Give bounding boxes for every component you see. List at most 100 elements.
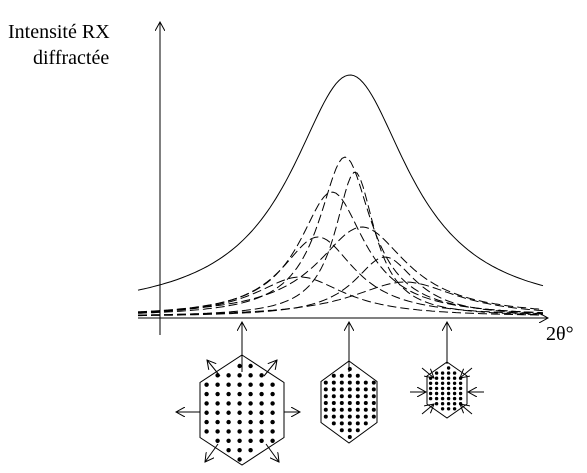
y-label: diffractée (33, 47, 109, 69)
atom (347, 435, 352, 439)
atom (355, 401, 360, 405)
atom (347, 394, 352, 399)
atom (355, 428, 360, 433)
atom (355, 387, 360, 392)
atom (323, 414, 328, 419)
atom (204, 382, 209, 387)
atom (339, 401, 344, 405)
atom (440, 386, 445, 391)
atom (215, 438, 220, 443)
atom (248, 391, 253, 397)
y-label: Intensité RX (8, 21, 110, 43)
atom (248, 438, 253, 443)
atom (331, 421, 336, 426)
atom (452, 381, 457, 385)
atom (339, 387, 344, 392)
atom (259, 438, 264, 443)
atom (371, 407, 376, 412)
strain-arrow (460, 367, 473, 378)
component-peak (137, 156, 544, 314)
atom (270, 419, 275, 425)
atom (363, 414, 368, 419)
atom (339, 414, 344, 419)
atom (347, 407, 352, 412)
atom (215, 382, 220, 387)
atom (204, 429, 209, 434)
component-peak (138, 256, 544, 317)
atom (339, 421, 344, 426)
atom (248, 447, 253, 453)
strain-arrow (207, 360, 221, 377)
atom (331, 394, 336, 399)
atom (248, 363, 253, 369)
component-peak (137, 276, 544, 316)
atom (215, 429, 220, 434)
atom (428, 391, 433, 396)
atom (339, 428, 344, 433)
atom (452, 371, 457, 375)
strain-arrow (421, 404, 434, 415)
atom (331, 380, 336, 385)
atom (452, 386, 457, 391)
atom (259, 382, 264, 387)
atom (237, 373, 242, 378)
atom (428, 386, 433, 391)
atom (248, 401, 253, 406)
atom (237, 391, 242, 397)
atom (446, 396, 451, 401)
atom (237, 363, 242, 369)
strain-arrow (205, 443, 219, 462)
atom (434, 386, 439, 391)
component-peak (138, 171, 544, 316)
strain-arrow (263, 360, 277, 377)
atom (226, 373, 231, 378)
atom (347, 401, 352, 405)
atom (371, 380, 376, 385)
atom (347, 367, 352, 371)
atom (259, 410, 264, 415)
atom (452, 407, 457, 411)
atom (434, 391, 439, 396)
atom (215, 391, 220, 397)
atom (440, 376, 445, 380)
atom (428, 376, 433, 380)
atom (237, 419, 242, 425)
atom (226, 419, 231, 425)
atom (347, 380, 352, 385)
atom (452, 391, 457, 396)
atom (452, 376, 457, 380)
atom (226, 438, 231, 443)
atom (226, 401, 231, 406)
atom (248, 410, 253, 415)
atom (323, 407, 328, 412)
atom (363, 394, 368, 399)
atom (270, 401, 275, 406)
atom (215, 401, 220, 406)
atom (428, 396, 433, 401)
atom (452, 402, 457, 406)
atom (363, 387, 368, 392)
component-peak (137, 236, 544, 315)
atom (237, 401, 242, 406)
atom (440, 391, 445, 396)
atom (226, 429, 231, 434)
atom (434, 376, 439, 380)
atom (259, 429, 264, 434)
atom (331, 387, 336, 392)
atom (371, 387, 376, 392)
atom (440, 371, 445, 375)
atom (440, 407, 445, 411)
strain-arrow (421, 367, 434, 378)
atom (323, 401, 328, 405)
atom (347, 421, 352, 426)
atom (259, 373, 264, 378)
atom (363, 407, 368, 412)
atom (226, 382, 231, 387)
atom (446, 371, 451, 375)
atom (363, 401, 368, 405)
atom (237, 457, 242, 462)
atom (355, 414, 360, 419)
atom (446, 381, 451, 385)
atom (428, 381, 433, 385)
